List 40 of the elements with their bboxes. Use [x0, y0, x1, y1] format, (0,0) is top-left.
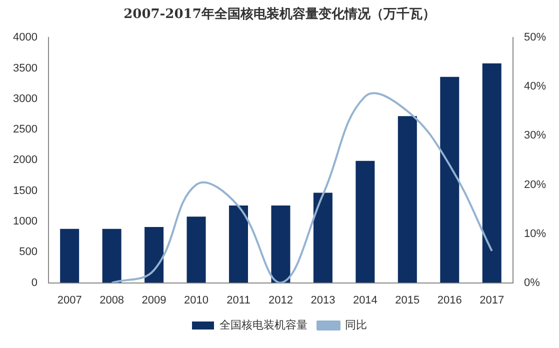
y2-tick-label: 10% — [524, 228, 546, 240]
bar — [356, 160, 375, 283]
x-tick-label: 2013 — [310, 294, 336, 306]
bar — [482, 63, 502, 283]
y-tick-label: 1500 — [12, 184, 38, 197]
y2-tick-label: 30% — [524, 130, 546, 142]
y2-tick-label: 40% — [524, 80, 546, 93]
x-tick-label: 2012 — [268, 294, 293, 306]
y-tick-label: 2500 — [12, 124, 38, 136]
y-tick-label: 3500 — [12, 62, 38, 74]
y-tick-label: 2000 — [12, 154, 38, 166]
y-tick-label: 1000 — [12, 216, 38, 228]
x-tick-label: 2011 — [226, 294, 250, 306]
x-tick-label: 2008 — [100, 294, 124, 306]
bar — [271, 206, 290, 283]
bar — [144, 227, 164, 283]
y-tick-label: 3000 — [12, 92, 38, 105]
x-tick-label: 2017 — [480, 294, 504, 306]
chart-title: 2007-2017年全国核电装机容量变化情况（万千瓦） — [122, 6, 436, 24]
y-tick-label: 500 — [19, 246, 38, 258]
bar — [102, 228, 122, 283]
y2-tick-label: 0% — [524, 276, 540, 289]
x-tick-label: 2007 — [57, 294, 82, 306]
bar — [229, 206, 248, 283]
bar — [313, 192, 332, 283]
x-tick-label: 2010 — [184, 294, 209, 306]
bar — [398, 116, 417, 283]
x-tick-label: 2009 — [142, 294, 166, 306]
bar — [440, 76, 460, 283]
y2-tick-label: 20% — [524, 178, 546, 191]
legend-label: 全国核电装机容量 — [220, 318, 308, 332]
legend-label: 同比 — [345, 318, 367, 332]
y-tick-label: 4000 — [12, 32, 38, 44]
bar — [60, 228, 80, 283]
x-tick-label: 2014 — [352, 294, 378, 306]
y-tick-label: 0 — [31, 276, 38, 289]
bar — [186, 216, 206, 283]
x-tick-label: 2015 — [395, 294, 420, 306]
x-tick-label: 2016 — [437, 294, 462, 306]
y2-tick-label: 50% — [524, 32, 546, 44]
